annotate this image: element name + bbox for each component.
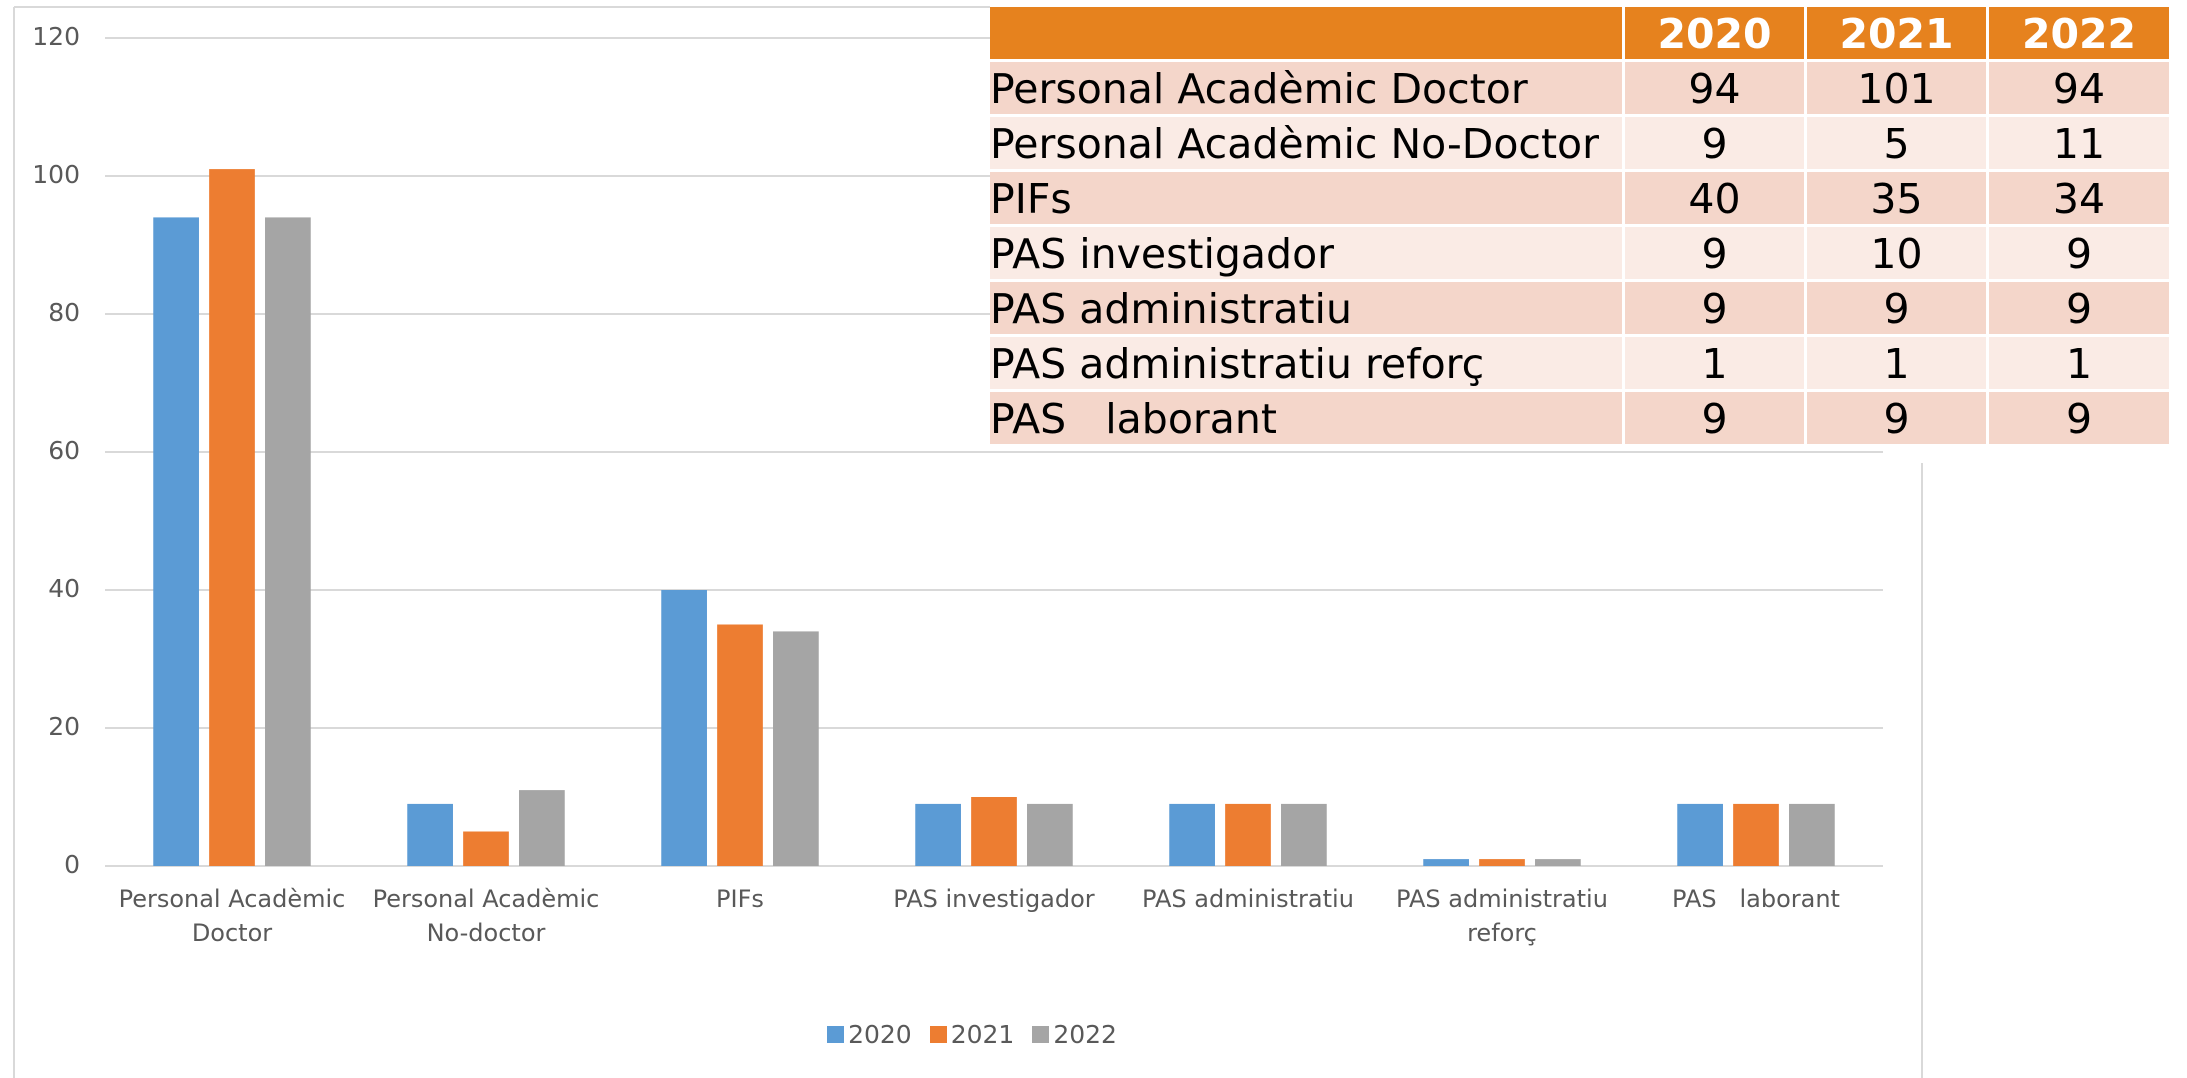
bar <box>265 217 311 866</box>
table-cell: 9 <box>1989 282 2172 337</box>
table-cell: 9 <box>1989 392 2172 447</box>
table-row-label: PAS administratiu reforç <box>990 337 1625 392</box>
table-cell: 40 <box>1625 172 1807 227</box>
table-cell: 10 <box>1807 227 1989 282</box>
bar <box>153 217 199 866</box>
bar <box>915 803 961 866</box>
bar <box>717 624 763 866</box>
table-cell: 11 <box>1989 117 2172 172</box>
legend-label: 2020 <box>848 1020 912 1049</box>
table-cell: 9 <box>1989 227 2172 282</box>
table-row-label: PAS laborant <box>990 392 1625 447</box>
x-tick-label: Personal Acadèmic No-doctor <box>372 885 608 947</box>
legend-swatch <box>1032 1026 1050 1043</box>
y-tick-label: 80 <box>48 298 80 327</box>
table-row-label: PAS investigador <box>990 227 1625 282</box>
legend-item: 2022 <box>1032 1020 1117 1049</box>
table-cell: 9 <box>1625 227 1807 282</box>
y-tick-label: 20 <box>48 712 80 741</box>
table-header-cell <box>990 7 1625 62</box>
table-cell: 35 <box>1807 172 1989 227</box>
table-cell: 9 <box>1807 392 1989 447</box>
x-tick-label: PIFs <box>716 885 764 913</box>
table-header-cell: 2020 <box>1625 7 1807 62</box>
bar <box>1677 803 1723 866</box>
table-cell: 1 <box>1807 337 1989 392</box>
bar <box>519 790 565 866</box>
x-tick-label: Personal Acadèmic Doctor <box>118 885 354 947</box>
table-cell: 34 <box>1989 172 2172 227</box>
bar <box>971 797 1017 866</box>
y-tick-label: 100 <box>32 160 80 189</box>
bar <box>773 631 819 866</box>
table-cell: 9 <box>1625 282 1807 337</box>
table-row-label: PIFs <box>990 172 1625 227</box>
table-cell: 1 <box>1625 337 1807 392</box>
table-cell: 94 <box>1625 62 1807 117</box>
bar <box>1789 803 1835 866</box>
table-header-cell: 2022 <box>1989 7 2172 62</box>
table-cell: 9 <box>1625 117 1807 172</box>
table-row-label: Personal Acadèmic No-Doctor <box>990 117 1625 172</box>
bar <box>463 831 509 866</box>
bar <box>661 590 707 866</box>
table-cell: 1 <box>1989 337 2172 392</box>
bar <box>1027 803 1073 866</box>
legend-item: 2021 <box>929 1020 1015 1049</box>
bar <box>1225 803 1271 866</box>
table-cell: 9 <box>1625 392 1807 447</box>
legend-swatch <box>929 1026 947 1043</box>
y-tick-label: 60 <box>48 436 80 465</box>
y-tick-label: 0 <box>64 850 80 879</box>
y-tick-label: 40 <box>48 574 80 603</box>
x-tick-label: PAS administratiu <box>1142 885 1354 913</box>
x-tick-label: PAS investigador <box>893 885 1095 913</box>
legend: 2020 2021 2022 <box>0 1020 1944 1049</box>
legend-swatch <box>827 1026 845 1043</box>
bar <box>1169 803 1215 866</box>
bar <box>1479 859 1525 866</box>
bar <box>1535 859 1581 866</box>
y-tick-label: 120 <box>32 22 80 51</box>
bar <box>1733 803 1779 866</box>
table-cell: 9 <box>1807 282 1989 337</box>
table-header-cell: 2021 <box>1807 7 1989 62</box>
table-cell: 94 <box>1989 62 2172 117</box>
table-row-label: PAS administratiu <box>990 282 1625 337</box>
data-table: 2020 2021 2022 Personal Acadèmic Doctor 94 10… <box>990 7 2172 447</box>
table-row-label: Personal Acadèmic Doctor <box>990 62 1625 117</box>
bar <box>1423 859 1469 866</box>
x-tick-label: PAS administratiu reforç <box>1396 885 1616 947</box>
legend-item: 2020 <box>827 1020 912 1049</box>
legend-label: 2022 <box>1053 1020 1117 1049</box>
table-cell: 5 <box>1807 117 1989 172</box>
x-tick-label: PAS laborant <box>1672 885 1840 913</box>
legend-label: 2021 <box>950 1020 1015 1049</box>
table-cell: 101 <box>1807 62 1989 117</box>
bar <box>1281 803 1327 866</box>
bar <box>209 169 255 867</box>
bar <box>407 803 453 866</box>
